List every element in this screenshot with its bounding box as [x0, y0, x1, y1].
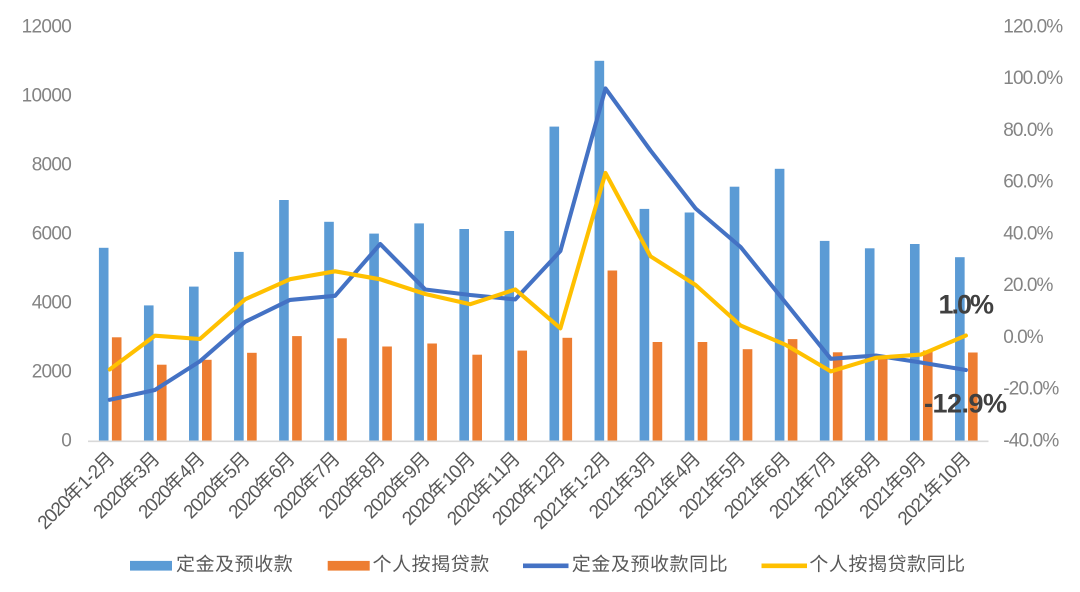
svg-text:120.0%: 120.0%	[1003, 16, 1063, 37]
svg-text:-12.9%: -12.9%	[924, 388, 1007, 418]
svg-text:-20.0%: -20.0%	[1003, 379, 1059, 400]
svg-text:10000: 10000	[22, 85, 72, 106]
svg-text:-40.0%: -40.0%	[1003, 430, 1059, 451]
svg-text:2000: 2000	[32, 361, 72, 382]
svg-text:100.0%: 100.0%	[1003, 68, 1063, 89]
svg-text:4000: 4000	[32, 292, 72, 313]
svg-text:40.0%: 40.0%	[1003, 223, 1053, 244]
svg-text:60.0%: 60.0%	[1003, 172, 1053, 193]
svg-text:0.0%: 0.0%	[1003, 327, 1043, 348]
svg-text:8000: 8000	[32, 154, 72, 175]
svg-text:80.0%: 80.0%	[1003, 120, 1053, 141]
svg-text:20.0%: 20.0%	[1003, 275, 1053, 296]
svg-text:1.0%: 1.0%	[939, 290, 995, 320]
svg-text:0: 0	[61, 430, 72, 451]
svg-text:12000: 12000	[22, 16, 72, 37]
svg-text:6000: 6000	[32, 223, 72, 244]
